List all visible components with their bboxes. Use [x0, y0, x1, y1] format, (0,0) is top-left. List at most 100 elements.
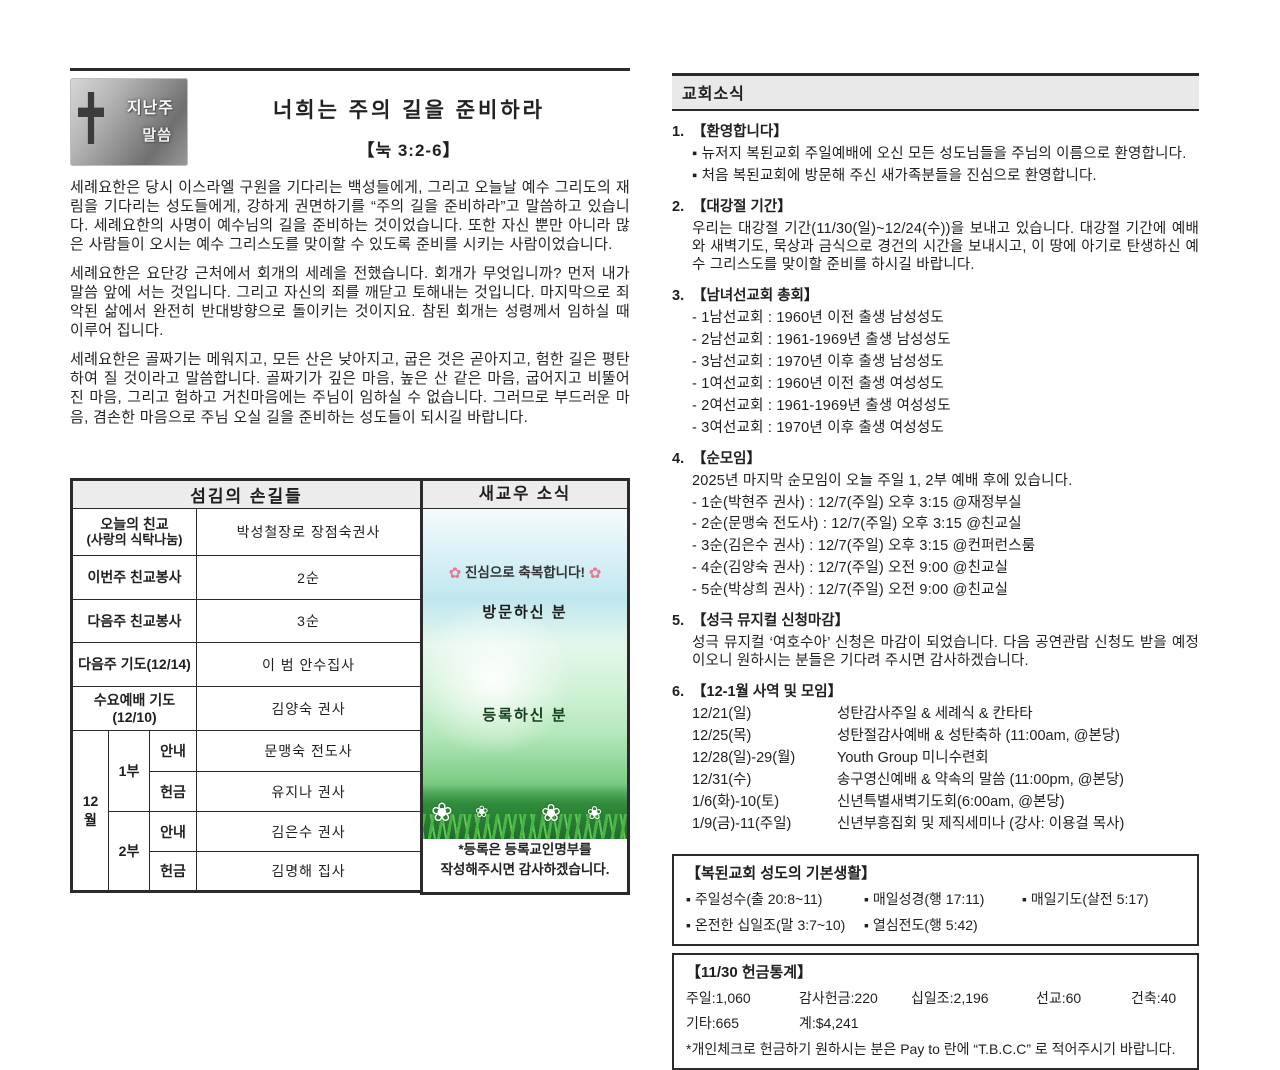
badge-label: 말씀 [142, 127, 172, 144]
news-line: - 1남선교회 : 1960년 이전 출생 남성성도 [692, 309, 944, 326]
item-title: 【12-1월 사역 및 모임】 [692, 684, 843, 701]
row-label: 오늘의 친교 (사랑의 식탁나눔) [71, 508, 197, 556]
sermon-title: 너희는 주의 길을 준비하라 [272, 99, 546, 122]
church-news-header: 교회소식 [672, 73, 1199, 111]
basic-life-item: ▪ 주일성수(출 20:8~11) [686, 891, 823, 908]
basic-life-item: ▪ 매일성경(행 17:11) [864, 891, 985, 908]
news-body: 성극 뮤지컬 ‘여호수아’ 신청은 마감이 되었습니다. 다음 공연관람 신청도… [692, 635, 1199, 670]
item-number: 3. [672, 287, 685, 304]
news-item-advent: 2. 【대강절 기간】 우리는 대강절 기간(11/30(일)~12/24(수)… [672, 199, 1199, 275]
offering-stat: 주일:1,060 [686, 990, 751, 1007]
registration-note: *등록은 등록교인명부를 작성해주시면 감사하겠습니다. [423, 839, 627, 886]
sermon-title-block: 너희는 주의 길을 준비하라 【눅 3:2-6】 [188, 78, 630, 161]
offering-stats-box: 【11/30 헌금통계】 주일:1,060 감사헌금:220 십일조:2,196… [672, 953, 1199, 1070]
news-body: 우리는 대강절 기간(11/30(일)~12/24(수))을 보내고 있습니다.… [692, 220, 1199, 273]
news-item-mission-assembly: 3. 【남녀선교회 총회】 - 1남선교회 : 1960년 이전 출생 남성성도… [672, 288, 1199, 438]
news-line: ▪ 뉴저지 복된교회 주일예배에 오신 모든 성도님들을 주님의 이름으로 환영… [692, 145, 1187, 162]
schedule-desc: 신년부흥집회 및 제직세미나 (강사: 이용걸 목사) [837, 816, 1125, 833]
row-label: 다음주 기도(12/14) [71, 642, 197, 687]
daisy-icon: ❀ [587, 803, 603, 823]
item-title: 【환영합니다】 [692, 124, 788, 140]
schedule-desc: 성탄절감사예배 & 성탄축하 (11:00am, @본당) [837, 728, 1120, 745]
basic-life-box: 【복된교회 성도의 기본생활】 ▪ 주일성수(출 20:8~11) ▪ 매일성경… [672, 854, 1199, 947]
item-number: 1. [672, 124, 685, 140]
basic-life-item: ▪ 온전한 십일조(말 3:7~10) [686, 917, 846, 934]
news-item-musical: 5. 【성극 뮤지컬 신청마감】 성극 뮤지컬 ‘여호수아’ 신청은 마감이 되… [672, 613, 1199, 671]
offering-stat: 선교:60 [1036, 990, 1082, 1007]
duty-label: 안내 [149, 730, 197, 772]
registered-label: 등록하신 분 [482, 707, 568, 724]
divider [70, 68, 630, 71]
schedule-row: 12/28(일)-29(월) Youth Group 미니수련회 [692, 750, 1199, 768]
item-title: 【성극 뮤지컬 신청마감】 [692, 613, 850, 630]
schedule-desc: 신년특별새벽기도회(6:00am, @본당) [837, 794, 1065, 811]
schedule-date: 1/9(금)-11(주일) [692, 816, 792, 833]
row-value: 2순 [195, 555, 423, 600]
basic-life-title: 【복된교회 성도의 기본생활】 [686, 865, 877, 883]
visitor-label: 방문하신 분 [482, 604, 568, 621]
news-intro: 2025년 마지막 순모임이 오늘 주일 1, 2부 예배 후에 있습니다. [692, 472, 1073, 489]
row-label: 다음주 친교봉사 [71, 599, 197, 643]
sermon-header: 지난주 말씀 너희는 주의 길을 준비하라 【눅 3:2-6】 [70, 78, 630, 166]
blessing-line: ✿ 진심으로 축복합니다! ✿ [423, 561, 627, 582]
news-item-cell-meeting: 4. 【순모임】 2025년 마지막 순모임이 오늘 주일 1, 2부 예배 후… [672, 451, 1199, 601]
schedule-date: 12/28(일)-29(월) [692, 750, 796, 767]
schedule-row: 12/25(목) 성탄절감사예배 & 성탄축하 (11:00am, @본당) [692, 728, 1199, 746]
month-cell: 12 월 [71, 730, 109, 892]
schedule-row: 1/9(금)-11(주일) 신년부흥집회 및 제직세미나 (강사: 이용걸 목사… [692, 816, 1199, 834]
item-title: 【대강절 기간】 [692, 198, 792, 215]
daisy-icon: ❀ [431, 797, 453, 827]
newcomer-background-image: ✿ 진심으로 축복합니다! ✿ 방문하신 분 등록하신 분 ❀ ❀ ❀ ❀ *등… [423, 509, 627, 886]
duty-value: 김명해 집사 [195, 851, 423, 892]
offering-stat: 십일조:2,196 [911, 990, 989, 1007]
schedule-date: 12/25(목) [692, 728, 752, 745]
schedule-desc: Youth Group 미니수련회 [837, 750, 989, 767]
row-value: 김양숙 권사 [195, 686, 423, 731]
serving-table-title: 섬김의 손길들 [70, 479, 423, 509]
news-line: - 3여선교회 : 1970년 이후 출생 여성성도 [692, 419, 944, 436]
news-line: - 3남선교회 : 1970년 이후 출생 남성성도 [692, 353, 944, 370]
grass-blades [423, 814, 627, 840]
duty-value: 문맹숙 전도사 [195, 730, 423, 772]
news-line: - 1순(박현주 권사) : 12/7(주일) 오후 3:15 @재정부실 [692, 494, 1022, 511]
schedule-row: 12/31(수) 송구영신예배 & 약속의 말씀 (11:00pm, @본당) [692, 772, 1199, 790]
sermon-paragraph: 세례요한은 당시 이스라엘 구원을 기다리는 백성들에게, 그리고 오늘날 예수… [70, 179, 630, 254]
row-value: 3순 [195, 599, 423, 643]
news-line: - 4순(김양숙 권사) : 12/7(주일) 오전 9:00 @친교실 [692, 560, 1009, 577]
offering-note: *개인체크로 헌금하기 원하시는 분은 Pay to 란에 “T.B.C.C” … [686, 1041, 1176, 1058]
news-item-schedule: 6. 【12-1월 사역 및 모임】 12/21(일) 성탄감사주일 & 세례식… [672, 684, 1199, 834]
row-value: 이 범 안수집사 [195, 642, 423, 687]
schedule-desc: 송구영신예배 & 약속의 말씀 (11:00pm, @본당) [837, 772, 1124, 789]
sermon-paragraph: 세례요한은 요단강 근처에서 회개의 세례을 전했습니다. 회개가 무엇입니까?… [70, 265, 630, 340]
row-value: 박성철장로 장점숙권사 [195, 508, 423, 556]
church-news-column: 교회소식 1. 【환영합니다】 ▪ 뉴저지 복된교회 주일예배에 오신 모든 성… [672, 73, 1199, 1070]
sermon-body: 세례요한은 당시 이스라엘 구원을 기다리는 백성들에게, 그리고 오늘날 예수… [70, 178, 630, 427]
newcomer-title: 새교우 소식 [423, 481, 627, 509]
news-line: - 2여선교회 : 1961-1969년 출생 여성성도 [692, 397, 951, 414]
offering-stat: 기타:665 [686, 1015, 740, 1032]
item-number: 2. [672, 198, 685, 215]
schedule-list: 12/21(일) 성탄감사주일 & 세례식 & 칸타타 12/25(목) 성탄절… [672, 706, 1199, 834]
schedule-row: 12/21(일) 성탄감사주일 & 세례식 & 칸타타 [692, 706, 1199, 724]
news-line: - 5순(박상희 권사) : 12/7(주일) 오전 9:00 @친교실 [692, 582, 1009, 599]
scripture-reference: 【눅 3:2-6】 [357, 141, 461, 160]
schedule-date: 12/21(일) [692, 706, 752, 723]
schedule-date: 12/31(수) [692, 772, 752, 789]
newcomer-news-panel: 새교우 소식 ✿ 진심으로 축복합니다! ✿ 방문하신 분 등록하신 분 ❀ ❀… [420, 478, 630, 895]
daisy-icon: ❀ [475, 804, 489, 821]
sermon-paragraph: 세례요한은 골짜기는 메워지고, 모든 산은 낮아지고, 굽은 것은 곧아지고,… [70, 351, 630, 426]
service-part-cell: 2부 [108, 811, 150, 892]
service-part-cell: 1부 [108, 730, 150, 812]
row-label: 수요예배 기도(12/10) [71, 686, 197, 731]
offering-stats-title: 【11/30 헌금통계】 [686, 964, 813, 982]
item-number: 4. [672, 450, 685, 467]
item-number: 6. [672, 684, 685, 701]
news-line: - 2남선교회 : 1961-1969년 출생 남성성도 [692, 331, 951, 348]
duty-value: 김은수 권사 [195, 811, 423, 852]
basic-life-item: ▪ 매일기도(살전 5:17) [1022, 891, 1149, 908]
flower-icon: ✿ [588, 565, 602, 582]
schedule-row: 1/6(화)-10(토) 신년특별새벽기도회(6:00am, @본당) [692, 794, 1199, 812]
offering-stat: 감사헌금:220 [799, 990, 878, 1007]
basic-life-item: ▪ 열심전도(행 5:42) [864, 917, 978, 934]
duty-label: 안내 [149, 811, 197, 852]
